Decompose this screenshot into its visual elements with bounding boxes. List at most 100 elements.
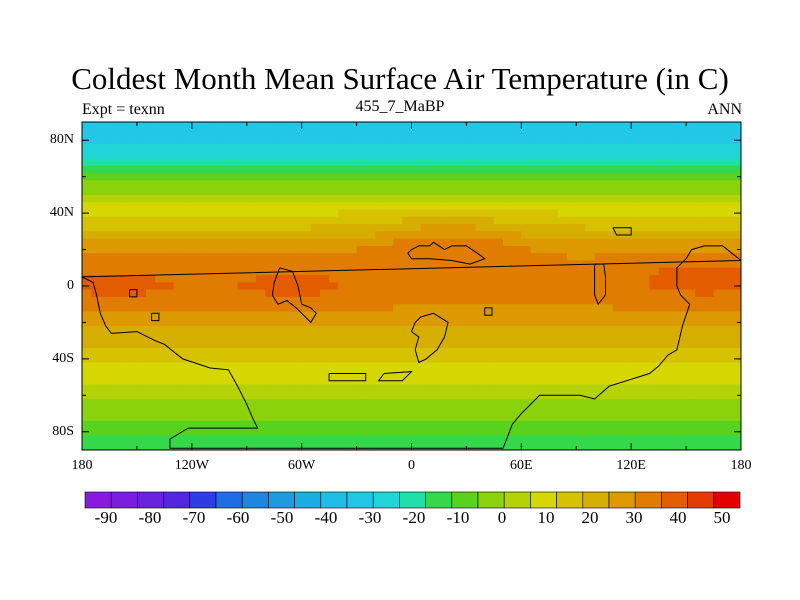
field-cell [676,245,687,254]
field-cell [649,362,660,371]
field-cell [576,194,586,203]
field-cell [310,209,321,218]
field-cell [521,377,532,385]
field-cell [585,413,596,422]
field-cell [347,398,358,407]
field-cell [594,136,605,145]
field-cell [402,231,413,240]
field-cell [384,340,394,349]
colorbar-label: 50 [713,508,731,527]
field-cell [667,282,678,291]
field-cell [237,369,248,378]
field-cell [155,318,165,327]
colorbar-swatch [137,491,164,509]
field-cell [310,304,321,313]
field-cell [347,267,358,276]
field-cell [374,202,385,211]
continent-southern-africa [411,312,449,364]
field-cell [384,318,394,327]
field-cell [676,275,687,283]
field-cell [347,187,358,196]
field-cell [475,136,486,145]
field-cell [539,296,550,305]
field-cell [136,340,147,349]
field-cell [191,406,202,415]
field-cell [676,420,687,429]
field-cell [704,296,715,305]
field-cell [429,224,440,232]
field-cell [722,253,733,262]
field-cell [576,216,586,225]
field-cell [686,435,696,444]
field-cell [310,173,321,181]
field-cell [475,173,486,181]
field-cell [530,282,541,291]
field-cell [255,173,266,181]
field-cell [200,231,211,240]
field-cell [136,231,147,240]
field-cell [448,347,458,356]
field-cell [356,289,367,298]
field-cell [420,151,431,160]
field-cell [210,275,220,283]
field-cell [585,158,596,167]
field-cell [356,311,367,320]
field-cell [255,194,266,203]
field-cell [603,209,614,218]
field-cell [274,442,284,450]
field-cell [191,435,202,444]
field-cell [146,369,156,378]
field-cell [457,143,468,152]
field-cell [576,245,586,254]
field-cell [667,333,678,342]
field-cell [713,122,724,130]
field-cell [686,253,696,262]
field-cell [329,209,339,218]
field-cell [695,384,705,393]
field-cell [402,355,413,364]
field-cell [402,275,413,283]
field-cell [521,202,532,211]
field-cell [457,362,468,371]
field-cell [585,194,596,203]
field-cell [612,136,623,145]
field-cell [640,231,651,240]
field-cell [191,267,202,276]
field-cell [603,187,614,196]
field-cell [283,143,294,152]
field-cell [191,180,202,189]
field-cell [622,202,632,211]
field-cell [557,384,568,393]
field-cell [731,151,741,160]
field-cell [612,253,623,262]
field-cell [567,398,577,407]
field-cell [631,275,641,283]
field-cell [420,216,431,225]
field-cell [402,362,413,371]
field-cell [365,275,376,283]
field-cell [338,282,349,291]
field-cell [466,304,477,313]
field-cell [384,224,394,232]
field-cell [466,391,477,400]
field-cell [484,173,495,181]
field-cell [374,151,385,160]
field-cell [521,355,532,364]
field-cell [466,253,477,262]
field-cell [576,420,586,429]
field-cell [265,260,275,269]
field-cell [118,413,129,422]
field-cell [438,311,449,320]
field-cell [246,151,257,160]
field-cell [402,173,413,181]
field-cell [438,187,449,196]
field-cell [338,187,349,196]
field-cell [503,260,513,269]
field-cell [512,318,522,327]
field-cell [493,187,504,196]
field-cell [658,311,669,320]
field-cell [127,136,138,145]
field-cell [521,413,532,422]
field-cell [356,428,367,437]
field-cell [384,347,394,356]
